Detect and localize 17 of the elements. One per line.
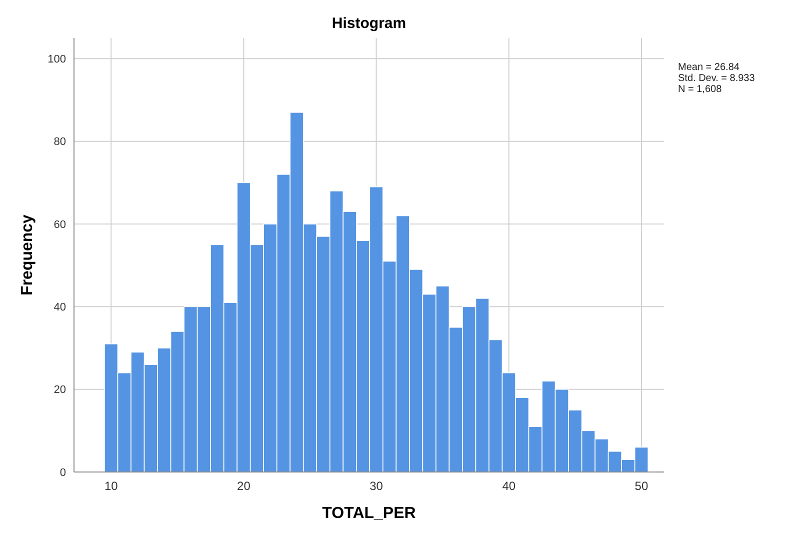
y-tick-label: 60: [54, 218, 66, 231]
x-tick-label: 10: [104, 479, 118, 493]
y-tick-label: 80: [54, 136, 66, 148]
y-tick-label: 0: [60, 466, 66, 479]
x-tick-label: 50: [634, 479, 648, 493]
text: N = 1,608: [678, 84, 722, 95]
x-axis-title: TOTAL_PER: [322, 505, 416, 522]
x-tick-label: 40: [502, 479, 516, 493]
y-tick-label: 40: [54, 302, 66, 314]
x-tick-label: 30: [370, 479, 384, 493]
y-tick-label: 20: [54, 384, 66, 396]
x-tick-label: 20: [237, 479, 251, 493]
text: Std. Dev. = 8.933: [678, 73, 756, 84]
chart-title: Histogram: [332, 15, 406, 32]
text: Mean = 26.84: [678, 62, 740, 73]
y-tick-label: 100: [48, 54, 66, 66]
y-axis-title: Frequency: [19, 214, 36, 296]
